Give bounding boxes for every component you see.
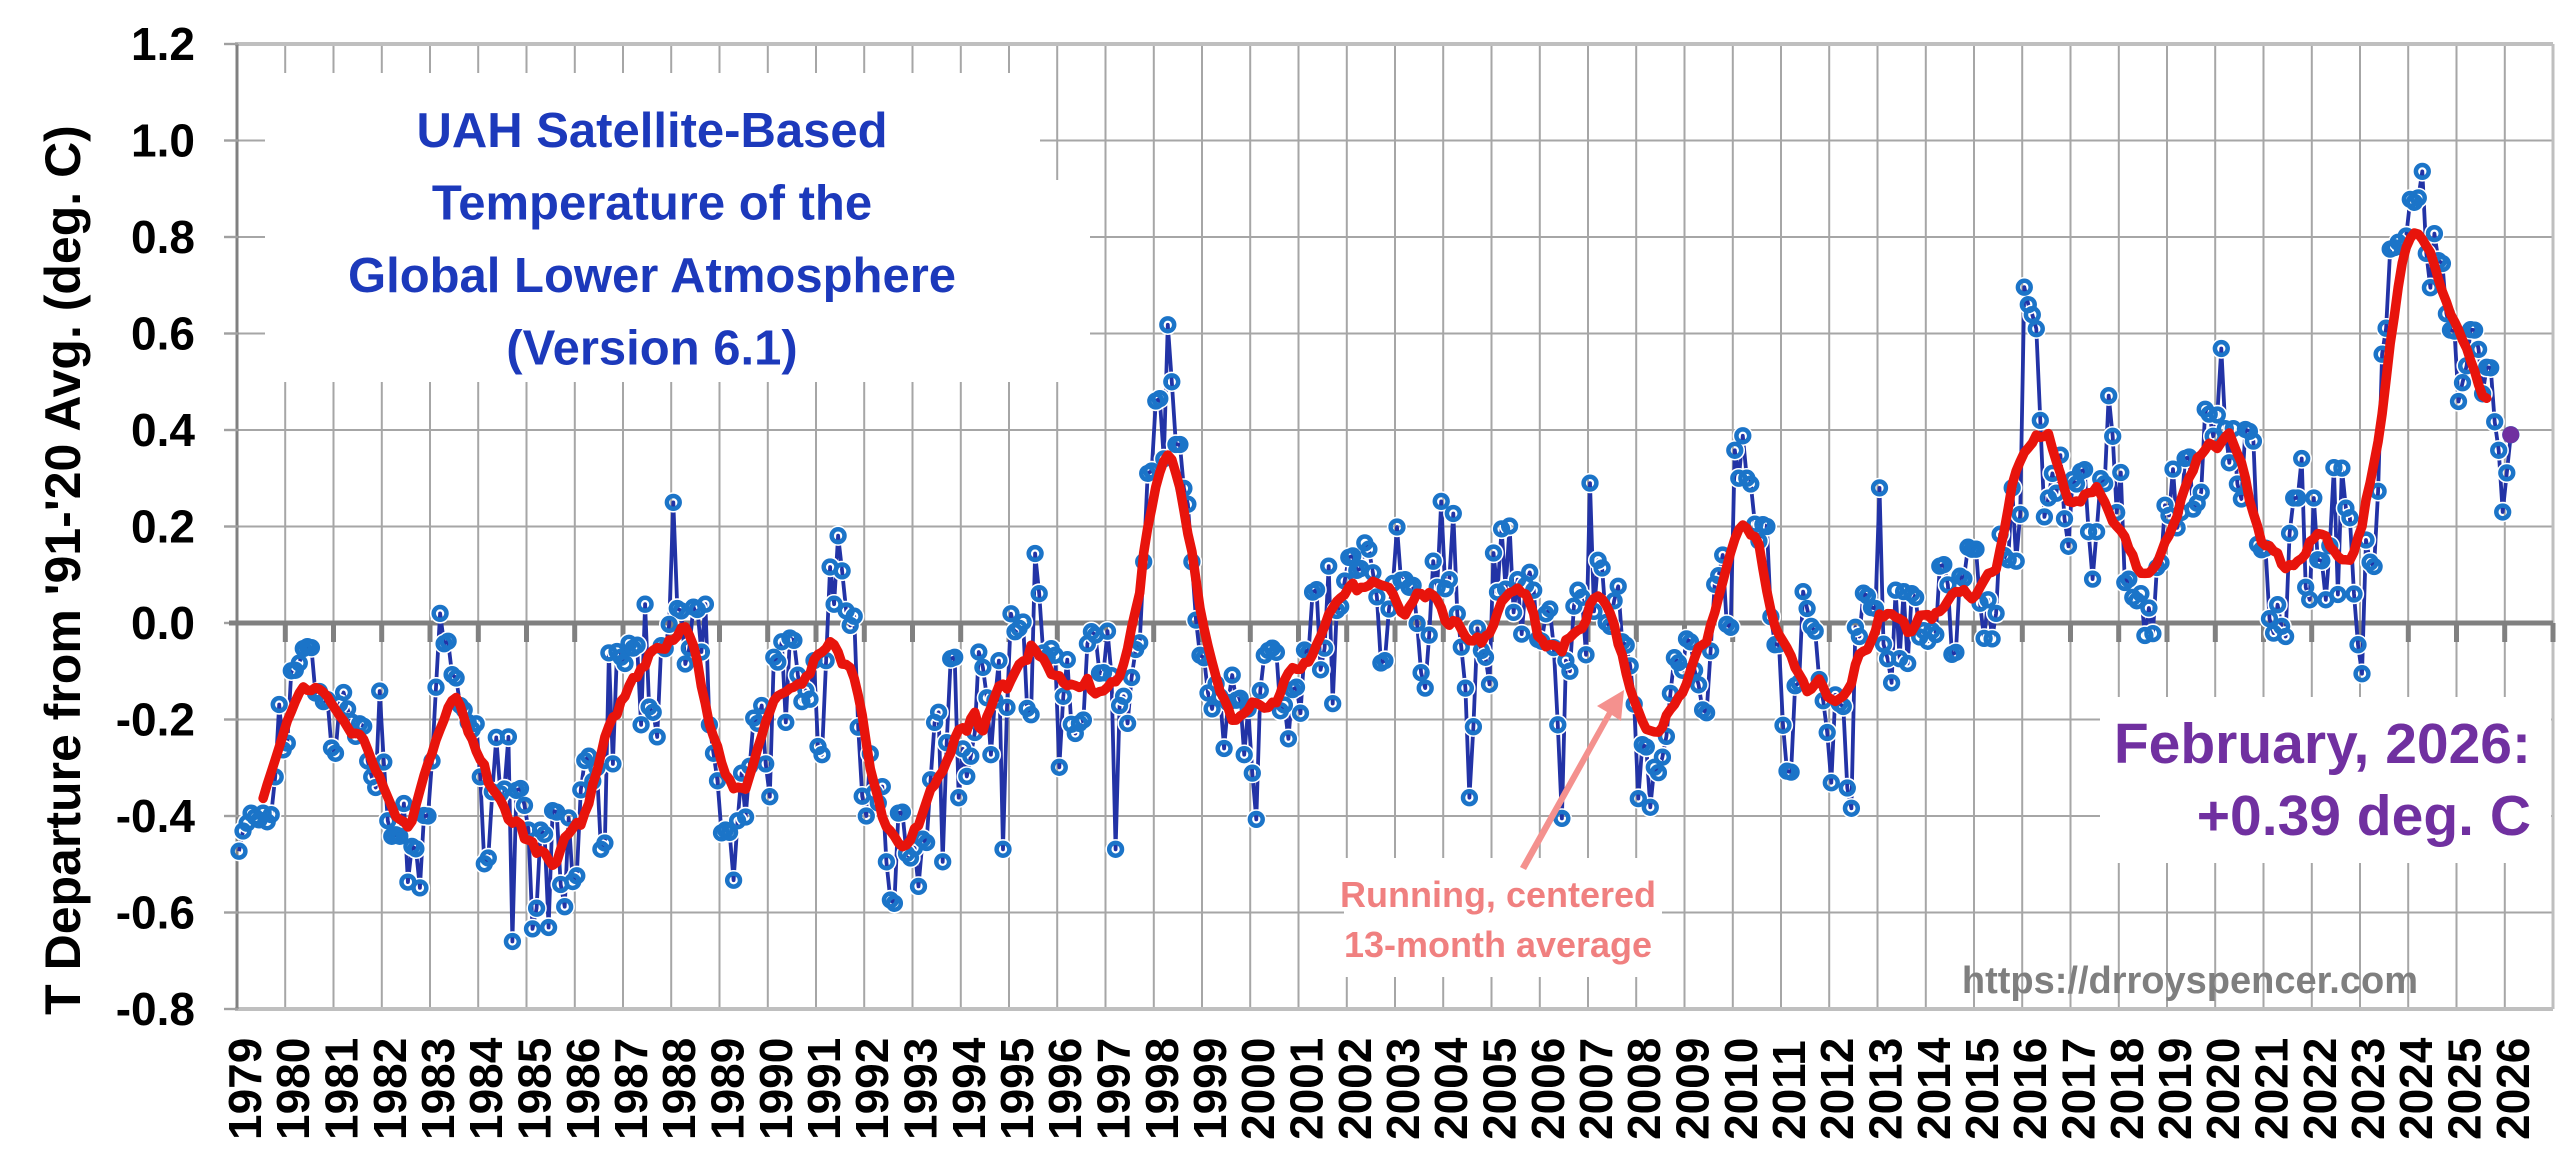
- svg-text:1997: 1997: [1088, 1038, 1140, 1140]
- svg-text:2007: 2007: [1570, 1038, 1622, 1140]
- svg-text:1984: 1984: [460, 1037, 512, 1140]
- svg-text:2018: 2018: [2101, 1038, 2153, 1140]
- svg-text:UAH Satellite-Based: UAH Satellite-Based: [416, 104, 887, 158]
- svg-text:1.0: 1.0: [131, 115, 195, 167]
- svg-text:2004: 2004: [1425, 1037, 1477, 1140]
- svg-text:1993: 1993: [895, 1038, 947, 1140]
- svg-text:2021: 2021: [2246, 1038, 2298, 1140]
- svg-text:1989: 1989: [702, 1038, 754, 1140]
- svg-text:(Version 6.1): (Version 6.1): [506, 322, 797, 376]
- svg-text:2026: 2026: [2487, 1038, 2539, 1140]
- svg-text:1999: 1999: [1184, 1038, 1236, 1140]
- svg-text:2009: 2009: [1667, 1038, 1719, 1140]
- svg-text:1988: 1988: [653, 1038, 705, 1140]
- svg-text:2015: 2015: [1956, 1038, 2008, 1140]
- svg-text:1981: 1981: [316, 1038, 368, 1140]
- svg-text:https://drroyspencer.com: https://drroyspencer.com: [1962, 960, 2418, 1002]
- svg-text:2005: 2005: [1474, 1038, 1526, 1140]
- svg-text:13-month average: 13-month average: [1344, 924, 1652, 965]
- svg-text:2024: 2024: [2390, 1037, 2442, 1140]
- svg-text:1995: 1995: [991, 1038, 1043, 1140]
- svg-text:2019: 2019: [2149, 1038, 2201, 1140]
- svg-text:February, 2026:: February, 2026:: [2114, 712, 2531, 776]
- svg-text:2003: 2003: [1377, 1038, 1429, 1140]
- svg-text:2011: 2011: [1763, 1040, 1815, 1140]
- svg-text:-0.8: -0.8: [116, 983, 195, 1035]
- svg-text:0.0: 0.0: [131, 597, 195, 649]
- svg-text:1991: 1991: [798, 1038, 850, 1140]
- svg-text:1990: 1990: [750, 1038, 802, 1140]
- svg-text:1994: 1994: [943, 1037, 995, 1140]
- svg-text:2025: 2025: [2439, 1038, 2491, 1140]
- svg-text:2006: 2006: [1522, 1038, 1574, 1140]
- svg-text:2013: 2013: [1860, 1038, 1912, 1140]
- svg-text:2022: 2022: [2294, 1038, 2346, 1140]
- svg-text:1.2: 1.2: [131, 18, 195, 70]
- svg-text:2017: 2017: [2053, 1038, 2105, 1140]
- svg-text:1987: 1987: [605, 1038, 657, 1140]
- svg-text:Global Lower Atmosphere: Global Lower Atmosphere: [348, 249, 956, 303]
- svg-text:1985: 1985: [509, 1038, 561, 1140]
- svg-text:2020: 2020: [2197, 1038, 2249, 1140]
- svg-text:1982: 1982: [364, 1038, 416, 1140]
- svg-text:1979: 1979: [219, 1038, 271, 1140]
- svg-text:1992: 1992: [846, 1038, 898, 1140]
- svg-text:2016: 2016: [2004, 1038, 2056, 1140]
- svg-text:2000: 2000: [1232, 1038, 1284, 1140]
- svg-text:0.4: 0.4: [131, 404, 195, 456]
- svg-text:+0.39 deg. C: +0.39 deg. C: [2197, 784, 2531, 848]
- svg-text:2012: 2012: [1811, 1038, 1863, 1140]
- svg-text:2008: 2008: [1618, 1038, 1670, 1140]
- svg-text:1996: 1996: [1039, 1038, 1091, 1140]
- svg-text:2001: 2001: [1281, 1038, 1333, 1140]
- svg-text:2010: 2010: [1715, 1038, 1767, 1140]
- svg-text:T Departure from '91-'20 Avg.: T Departure from '91-'20 Avg. (deg. C): [35, 125, 91, 1015]
- svg-text:Temperature of the: Temperature of the: [432, 177, 872, 231]
- svg-text:-0.6: -0.6: [116, 887, 195, 939]
- svg-text:1998: 1998: [1136, 1038, 1188, 1140]
- svg-text:2023: 2023: [2342, 1038, 2394, 1140]
- svg-text:2014: 2014: [1908, 1037, 1960, 1140]
- svg-text:1986: 1986: [557, 1038, 609, 1140]
- svg-text:0.2: 0.2: [131, 501, 195, 553]
- svg-text:Running, centered: Running, centered: [1340, 874, 1656, 915]
- svg-text:0.8: 0.8: [131, 211, 195, 263]
- svg-text:2002: 2002: [1329, 1038, 1381, 1140]
- svg-text:-0.4: -0.4: [116, 790, 196, 842]
- svg-text:1980: 1980: [267, 1038, 319, 1140]
- svg-text:-0.2: -0.2: [116, 694, 195, 746]
- svg-text:1983: 1983: [412, 1038, 464, 1140]
- svg-text:0.6: 0.6: [131, 308, 195, 360]
